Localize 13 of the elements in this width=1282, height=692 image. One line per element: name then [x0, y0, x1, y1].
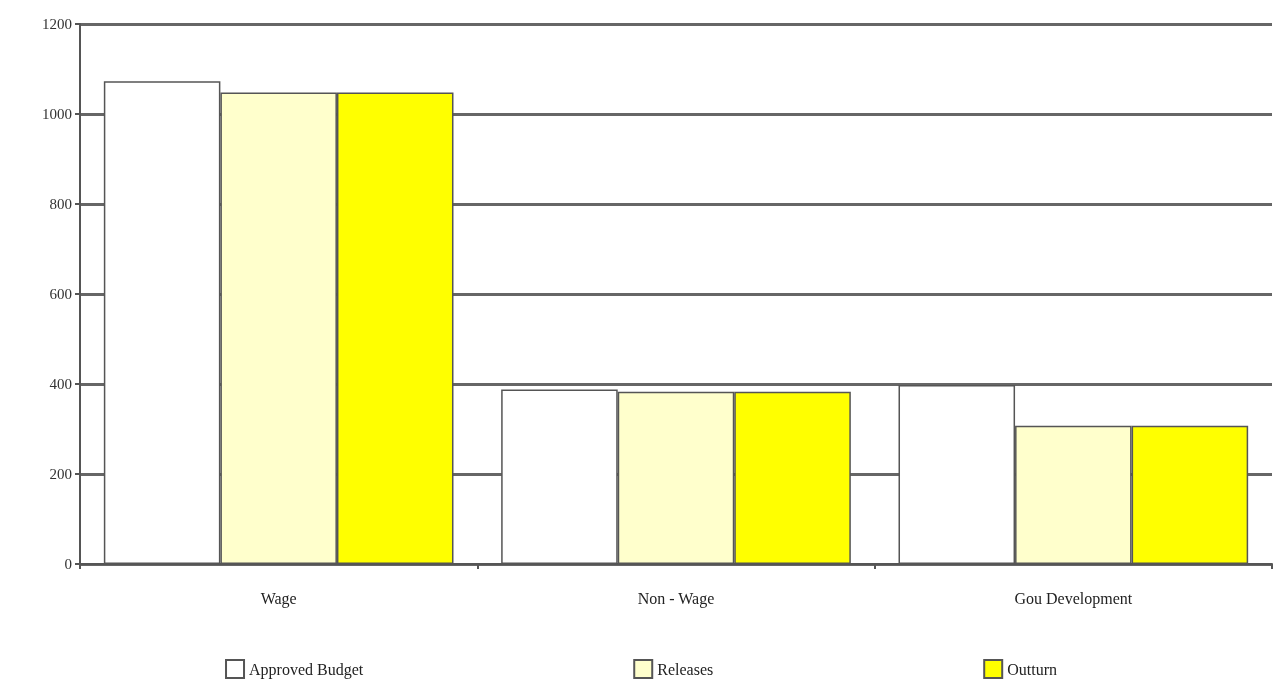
x-tick-label: Gou Development	[1014, 589, 1133, 608]
y-tick-label: 400	[49, 376, 72, 392]
legend-label: Approved Budget	[249, 660, 364, 679]
y-tick-label: 800	[49, 196, 72, 212]
x-tick-label: Non - Wage	[637, 589, 715, 608]
x-tick-label: Wage	[260, 589, 297, 608]
y-tick-label: 1200	[42, 16, 72, 32]
legend-label: Outturn	[1007, 660, 1057, 678]
legend-label: Releases	[657, 660, 714, 678]
y-tick-label: 0	[64, 556, 72, 572]
y-tick-label: 200	[49, 466, 72, 482]
y-tick-label: 600	[49, 286, 72, 302]
y-tick-label: 1000	[42, 106, 72, 122]
